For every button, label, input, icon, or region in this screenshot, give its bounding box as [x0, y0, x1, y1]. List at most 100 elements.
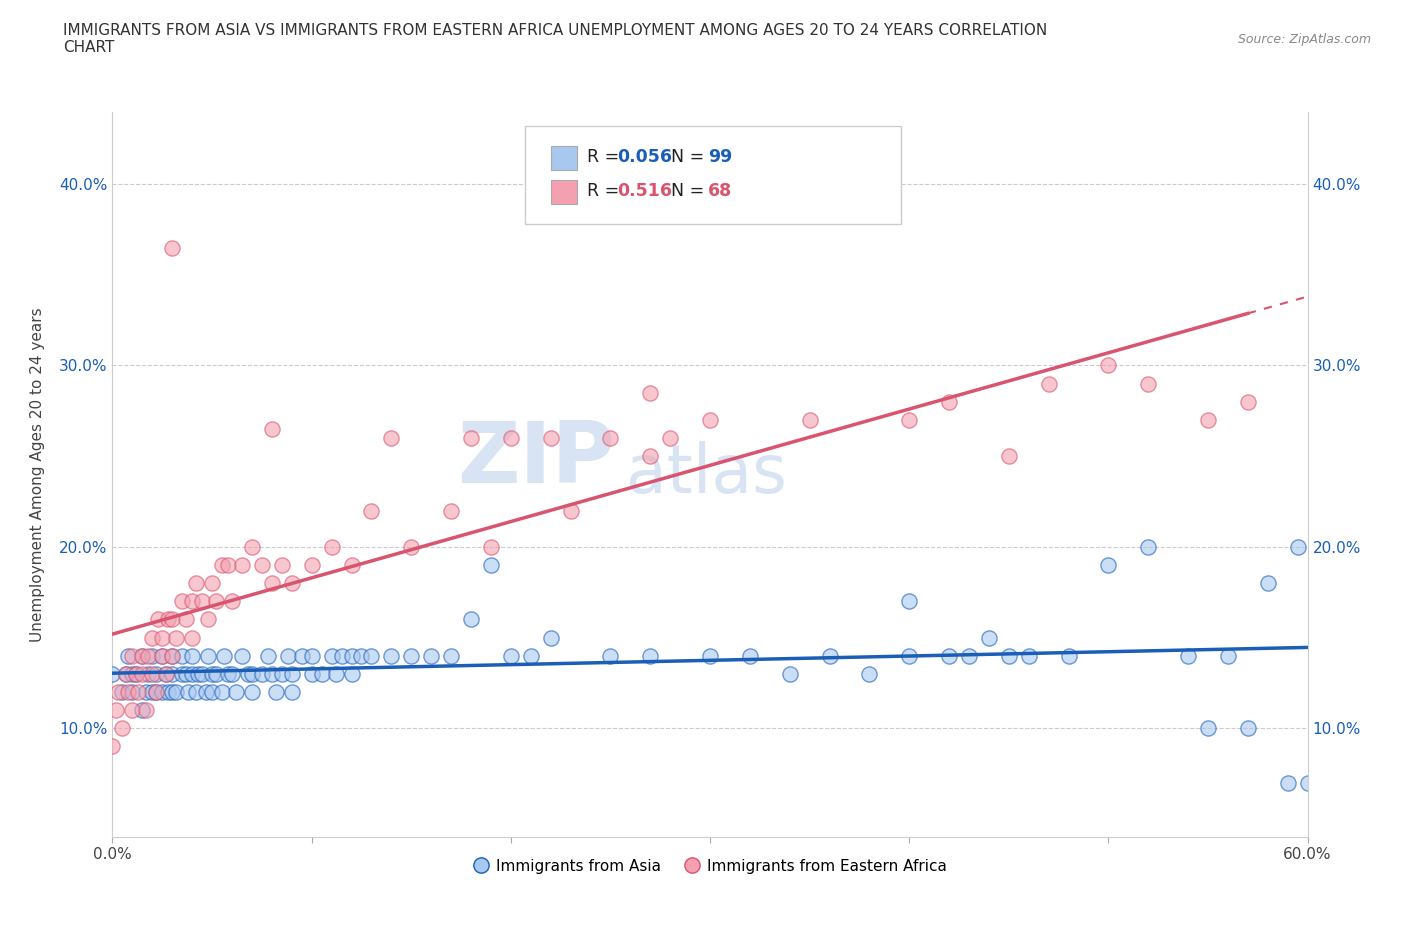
- Point: [117, 648, 139, 663]
- Text: IMMIGRANTS FROM ASIA VS IMMIGRANTS FROM EASTERN AFRICA UNEMPLOYMENT AMONG AGES 2: IMMIGRANTS FROM ASIA VS IMMIGRANTS FROM …: [63, 23, 1047, 38]
- Point: [1177, 648, 1199, 663]
- Point: [186, 576, 208, 591]
- Point: [301, 666, 323, 681]
- Point: [938, 648, 960, 663]
- Point: [401, 539, 423, 554]
- Y-axis label: Unemployment Among Ages 20 to 24 years: Unemployment Among Ages 20 to 24 years: [31, 307, 45, 642]
- Point: [560, 503, 582, 518]
- Point: [172, 666, 194, 681]
- Point: [181, 666, 204, 681]
- Point: [520, 648, 543, 663]
- Point: [127, 684, 149, 699]
- Point: [250, 558, 273, 573]
- Point: [540, 431, 562, 445]
- Point: [340, 666, 363, 681]
- Point: [162, 666, 183, 681]
- Point: [212, 648, 235, 663]
- Point: [380, 431, 402, 445]
- Point: [186, 684, 208, 699]
- Point: [858, 666, 880, 681]
- Point: [401, 648, 423, 663]
- Text: CHART: CHART: [63, 40, 115, 55]
- Point: [138, 666, 160, 681]
- Point: [599, 431, 621, 445]
- Point: [264, 684, 287, 699]
- Point: [105, 703, 128, 718]
- Point: [162, 684, 183, 699]
- Point: [101, 738, 124, 753]
- Legend: Immigrants from Asia, Immigrants from Eastern Africa: Immigrants from Asia, Immigrants from Ea…: [467, 853, 953, 880]
- Point: [150, 648, 173, 663]
- Point: [201, 684, 224, 699]
- Point: [898, 413, 921, 428]
- Point: [157, 612, 180, 627]
- Text: 99: 99: [707, 148, 733, 166]
- Point: [281, 576, 304, 591]
- Text: R =: R =: [586, 182, 630, 200]
- Point: [699, 413, 721, 428]
- Point: [181, 594, 204, 609]
- Point: [162, 648, 183, 663]
- Point: [174, 612, 197, 627]
- Point: [260, 666, 283, 681]
- Point: [898, 648, 921, 663]
- Point: [225, 684, 247, 699]
- Point: [1197, 721, 1219, 736]
- Point: [1216, 648, 1239, 663]
- Point: [260, 576, 283, 591]
- Point: [191, 666, 214, 681]
- Point: [205, 594, 228, 609]
- Point: [1018, 648, 1040, 663]
- Point: [162, 648, 183, 663]
- Text: N =: N =: [659, 148, 710, 166]
- Text: atlas: atlas: [627, 442, 787, 507]
- Text: 0.516: 0.516: [617, 182, 672, 200]
- Point: [340, 558, 363, 573]
- Point: [121, 648, 143, 663]
- Point: [201, 666, 224, 681]
- Point: [738, 648, 761, 663]
- Point: [250, 666, 273, 681]
- Point: [440, 648, 463, 663]
- Point: [162, 612, 183, 627]
- Point: [197, 612, 219, 627]
- Point: [201, 576, 224, 591]
- Point: [260, 421, 283, 436]
- Point: [236, 666, 259, 681]
- Point: [138, 648, 160, 663]
- Point: [599, 648, 621, 663]
- Point: [1137, 539, 1160, 554]
- Point: [187, 666, 209, 681]
- Point: [301, 558, 323, 573]
- Point: [321, 539, 343, 554]
- Point: [131, 648, 153, 663]
- Point: [1237, 721, 1260, 736]
- Point: [440, 503, 463, 518]
- Point: [938, 394, 960, 409]
- Point: [499, 431, 522, 445]
- Point: [1197, 413, 1219, 428]
- Point: [111, 721, 134, 736]
- Point: [121, 684, 143, 699]
- Point: [221, 666, 243, 681]
- Point: [165, 684, 187, 699]
- Point: [115, 666, 138, 681]
- Point: [141, 648, 163, 663]
- Point: [1097, 558, 1119, 573]
- Point: [499, 648, 522, 663]
- Point: [172, 594, 194, 609]
- Text: 68: 68: [707, 182, 733, 200]
- Point: [640, 648, 662, 663]
- Point: [699, 648, 721, 663]
- Point: [818, 648, 841, 663]
- Text: ZIP: ZIP: [457, 418, 614, 501]
- Point: [340, 648, 363, 663]
- Point: [1097, 358, 1119, 373]
- Point: [380, 648, 402, 663]
- Point: [150, 648, 173, 663]
- Point: [205, 666, 228, 681]
- Point: [1257, 576, 1279, 591]
- Point: [1277, 776, 1299, 790]
- Point: [145, 666, 167, 681]
- Point: [640, 385, 662, 400]
